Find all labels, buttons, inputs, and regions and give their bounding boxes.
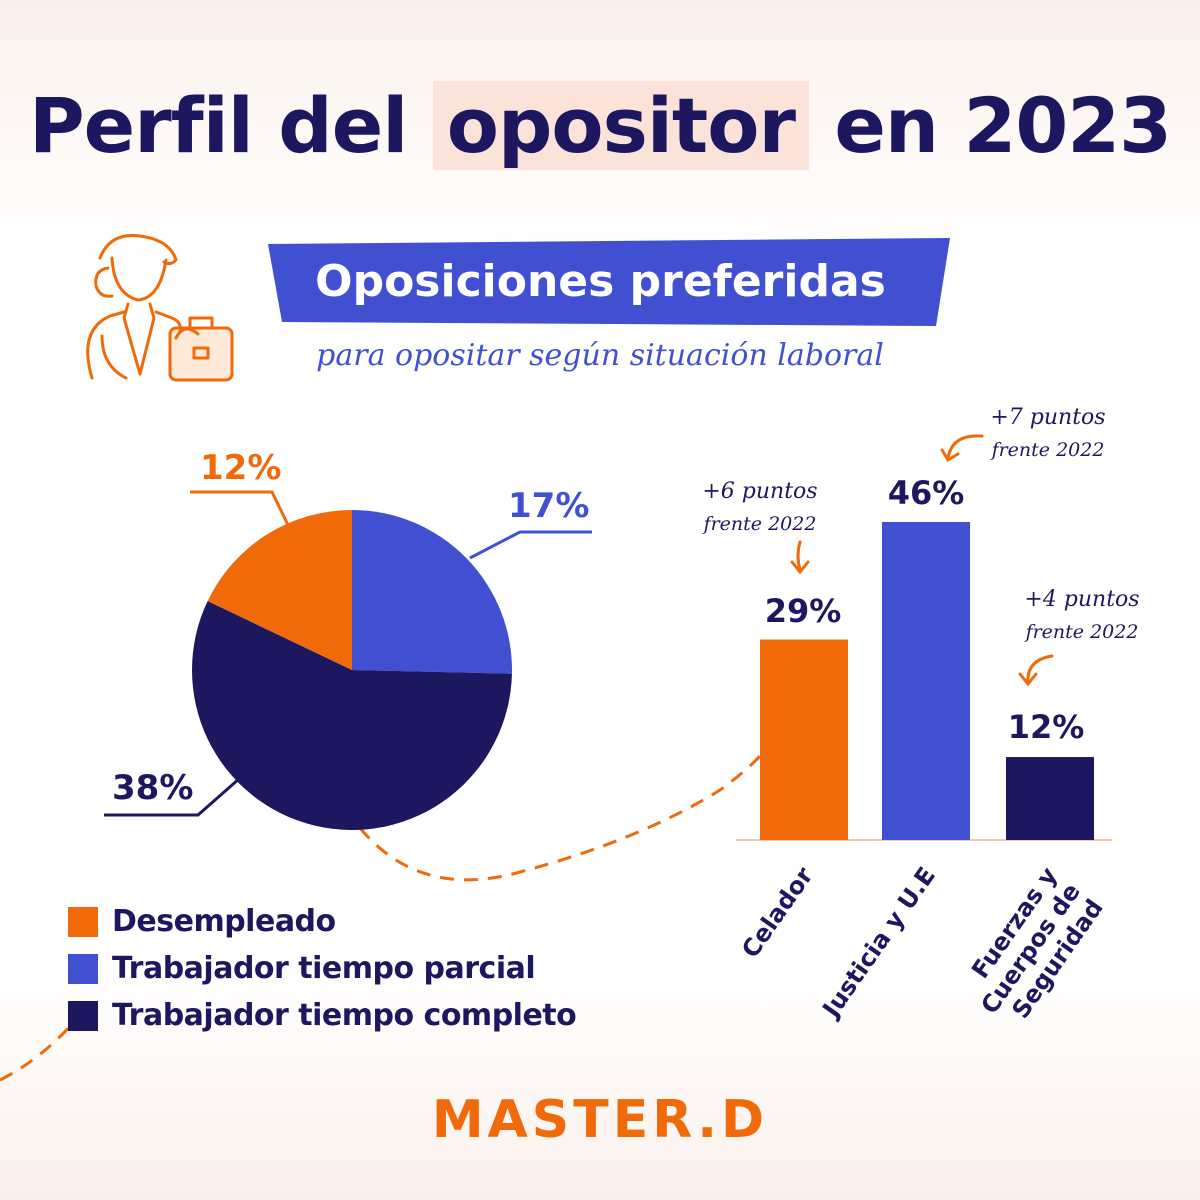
title-part-2: en 2023 <box>834 81 1172 170</box>
master-d-logo: MASTER.D <box>431 1090 769 1150</box>
legend-item: Desempleado <box>68 898 576 945</box>
page-title: Perfil del opositor en 2023 <box>0 78 1200 174</box>
legend-item: Trabajador tiempo parcial <box>68 945 576 992</box>
annotation-line2: frente 2022 <box>991 439 1105 461</box>
legend-swatch-blue <box>68 953 98 984</box>
subtitle: para opositar según situación laboral <box>316 338 884 373</box>
annotation-line2: frente 2022 <box>1025 621 1139 643</box>
legend-label: Desempleado <box>112 904 336 939</box>
annotation-celador: +6 puntos frente 2022 <box>690 476 830 540</box>
legend-swatch-navy <box>68 1000 98 1031</box>
annotation-line1: +7 puntos <box>990 405 1106 430</box>
bar-value-fuerzas: 12% <box>1007 708 1085 746</box>
annotation-justicia: +7 puntos frente 2022 <box>978 402 1118 466</box>
legend-label: Trabajador tiempo parcial <box>112 951 536 986</box>
annotation-line2: frente 2022 <box>703 513 817 535</box>
pie-slice-trabajador-tiempo-completo <box>191 601 512 830</box>
leader-line-completo <box>104 776 241 817</box>
banner-title: Oposiciones preferidas <box>315 256 886 307</box>
legend-label: Trabajador tiempo completo <box>112 998 577 1033</box>
dashed-connector-left <box>0 1020 76 1082</box>
pie-slice-desempleado <box>207 510 352 670</box>
pie-label-completo: 38% <box>112 768 194 808</box>
pie-slice-trabajador-tiempo-parcial <box>352 510 512 674</box>
bar-value-celador: 29% <box>764 592 842 630</box>
annotation-line1: +6 puntos <box>702 479 818 504</box>
dashed-connector <box>358 754 762 882</box>
title-highlight: opositor <box>432 81 809 170</box>
leader-line-desempleado <box>190 490 290 526</box>
pie-legend: Desempleado Trabajador tiempo parcial Tr… <box>68 898 577 1039</box>
annotation-line1: +4 puntos <box>1024 587 1140 612</box>
businessman-with-briefcase-icon <box>86 233 234 382</box>
title-part-1: Perfil del <box>28 81 408 170</box>
pie-label-parcial: 17% <box>508 486 590 526</box>
legend-swatch-orange <box>68 906 98 937</box>
banner-shape <box>268 238 950 326</box>
annotation-fuerzas: +4 puntos frente 2022 <box>1012 584 1152 648</box>
pie-label-desempleado: 12% <box>200 448 282 488</box>
leader-line-parcial <box>469 530 592 560</box>
bar-value-justicia: 46% <box>887 474 965 512</box>
legend-item: Trabajador tiempo completo <box>68 992 577 1039</box>
